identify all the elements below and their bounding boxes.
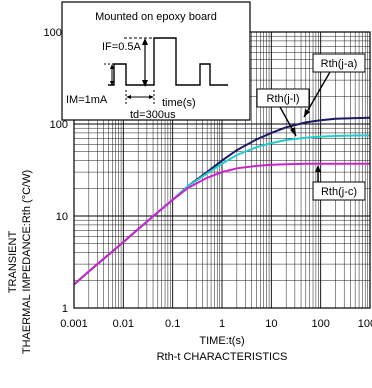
x-tick-label: 100 (311, 318, 329, 330)
inset-if-label: IF=0.5A (102, 41, 141, 53)
inset-im-arrowhead-down (110, 81, 114, 86)
y-tick-label: 1 (62, 303, 68, 315)
annotation-rth-jl: Rth(j-l) (256, 88, 310, 137)
annotation-rth-jl-label: Rth(j-l) (267, 93, 300, 105)
inset-if-arrowhead-up (142, 38, 148, 45)
annotation-rth-ja-label: Rth(j-a) (321, 58, 358, 70)
inset-frame (61, 1, 251, 121)
x-tick-label: 1000 (358, 318, 372, 330)
inset-im-label: IM=1mA (66, 94, 108, 106)
arrowhead-rth-ja (304, 109, 310, 117)
inset-td-arrowhead-right (149, 95, 154, 99)
inset-if-arrowhead-down (142, 80, 148, 87)
x-tick-label: 0.01 (113, 318, 134, 330)
y-tick-label: 100 (50, 119, 68, 131)
annotation-rth-ja: Rth(j-a) (303, 53, 366, 118)
x-tick-label: 0.1 (165, 318, 180, 330)
series-layer (73, 116, 371, 286)
arrowhead-rth-jl (290, 127, 296, 136)
series-line-rth-j-c (73, 162, 370, 286)
chart-title: Rth-t CHARACTERISTICS (157, 351, 288, 363)
y-tick-label: 10 (56, 211, 68, 223)
arrow-rth-ja (303, 71, 331, 118)
arrowhead-rth-jc (315, 165, 321, 172)
y-axis-title-line2: THAERMAL IMPEDANCE:Rth (°C/W) (21, 170, 33, 354)
inset-td-arrowhead-left (126, 95, 131, 99)
x-tick-label: 10 (265, 318, 277, 330)
inset-test-condition: Mounted on epoxy board IF=0.5A IM=1mA ti… (61, 1, 251, 121)
inset-title: Mounted on epoxy board (95, 11, 217, 23)
inset-time-label: time(s) (162, 97, 196, 109)
x-tick-label: 1 (219, 318, 225, 330)
inset-td-label: td=300us (130, 109, 176, 121)
x-tick-label: 0.001 (60, 318, 88, 330)
annotation-rth-jc: Rth(j-c) (312, 165, 366, 201)
annotation-rth-jc-label: Rth(j-c) (321, 186, 357, 198)
y-axis-title-line1: TRANSIENT (7, 231, 19, 294)
x-axis-title: TIME:t(s) (199, 335, 244, 347)
inset-im-arrowhead-up (110, 64, 114, 69)
